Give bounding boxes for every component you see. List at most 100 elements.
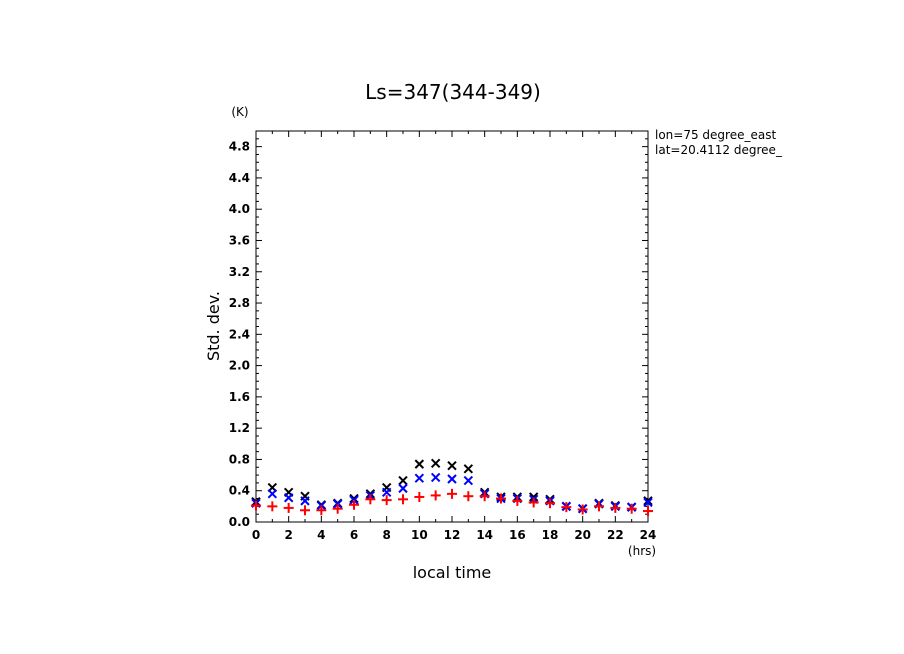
x-unit: (hrs) [628,544,656,558]
x-tick-label: 22 [607,528,624,542]
data-point [430,472,441,483]
x-axis-label: local time [413,563,492,582]
data-point [447,488,457,499]
data-point [414,459,425,469]
data-point [643,496,653,506]
annotation-lat: lat=20.4112 degree_ [655,143,783,157]
y-tick-label: 1.6 [229,390,250,404]
data-point [528,497,539,508]
marker-stroke [528,492,539,502]
y-tick-label: 2.4 [229,327,250,341]
data-point [447,460,457,471]
data-point [398,483,408,494]
data-point [398,475,408,486]
marker-stroke [643,497,653,508]
data-point [300,505,310,516]
axis-ticks: 0 2 4 6 8 10 12 14 16 18 20 22 240.00.40.81.21.62.02… [229,130,657,542]
data-point [414,473,425,483]
data-point [643,497,653,508]
marker-stroke [381,487,392,497]
y-tick-label: 4.8 [229,140,250,154]
data-point [365,494,376,505]
marker-stroke [349,493,359,504]
data-point [479,491,490,502]
data-point [398,494,408,505]
data-point [332,503,343,514]
data-point [251,500,261,511]
y-tick-label: 0.4 [229,484,250,498]
y-tick-label: 3.2 [229,265,250,279]
data-point [283,493,294,503]
data-point [267,489,278,499]
x-tick-label: 0 [252,528,260,542]
marker-stroke [463,464,474,474]
x-tick-label: 14 [476,528,493,542]
data-point [365,489,376,499]
x-tick-label: 24 [640,528,657,542]
chart-title: Ls=347(344-349) [365,80,541,104]
marker-stroke [430,472,441,483]
data-marks [251,458,653,517]
marker-stroke [447,460,457,471]
x-tick-label: 2 [284,528,292,542]
data-point [381,487,392,497]
x-tick-label: 4 [317,528,325,542]
marker-stroke [447,474,457,484]
marker-stroke [365,489,376,499]
data-point [528,492,539,502]
y-unit: (K) [231,105,248,119]
marker-stroke [267,489,278,499]
y-tick-label: 4.4 [229,171,250,185]
y-tick-label: 2.0 [229,359,250,373]
data-point [643,506,653,517]
data-point [626,503,637,514]
y-tick-label: 2.8 [229,296,250,310]
data-point [561,502,572,513]
data-point [512,495,523,506]
data-point [414,491,425,502]
marker-stroke [463,475,474,486]
data-point [349,493,359,504]
x-tick-label: 12 [444,528,461,542]
data-point [316,505,327,516]
x-tick-label: 20 [574,528,591,542]
x-tick-label: 18 [542,528,559,542]
marker-stroke [398,475,408,486]
marker-stroke [414,473,425,483]
plot-frame [255,130,649,523]
y-tick-label: 4.0 [229,202,250,216]
y-tick-label: 0.8 [229,452,250,466]
marker-stroke [300,496,310,506]
marker-stroke [398,483,408,494]
x-tick-label: 16 [509,528,526,542]
data-point [349,499,359,510]
marker-stroke [283,493,294,503]
data-point [283,502,294,513]
y-axis-label: Std. dev. [204,291,223,361]
y-tick-label: 0.0 [229,515,250,529]
annotation-lon: lon=75 degree_east [655,128,776,142]
data-point [545,498,555,509]
data-point [430,490,441,501]
marker-stroke [414,459,425,469]
data-point [610,502,621,513]
x-tick-label: 10 [411,528,428,542]
data-point [447,474,457,484]
data-point [463,491,474,502]
data-point [496,493,506,504]
data-point [463,475,474,486]
data-point [594,501,604,512]
x-tick-label: 8 [382,528,390,542]
marker-stroke [430,458,441,469]
data-point [300,496,310,506]
data-point [463,464,474,474]
marker-stroke [643,496,653,506]
y-tick-label: 3.6 [229,233,250,247]
data-point [430,458,441,469]
y-tick-label: 1.2 [229,421,250,435]
x-tick-label: 6 [350,528,358,542]
data-point [381,495,392,506]
data-point [577,504,588,515]
data-point [267,501,278,512]
